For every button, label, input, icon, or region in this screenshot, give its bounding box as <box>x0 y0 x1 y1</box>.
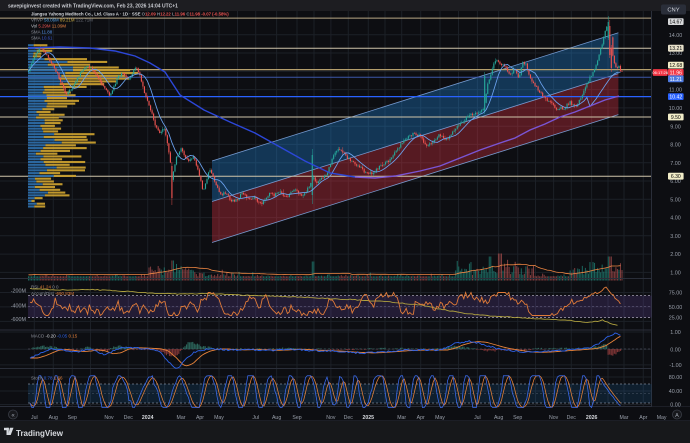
svg-text:12.68: 12.68 <box>669 63 682 69</box>
svg-text:savepiginvest created with Tra: savepiginvest created with TradingView.c… <box>8 4 178 10</box>
svg-text:50.00: 50.00 <box>669 305 683 311</box>
svg-text:-400M: -400M <box>11 304 27 310</box>
svg-text:2025: 2025 <box>363 415 375 421</box>
svg-text:10.00: 10.00 <box>669 106 683 112</box>
svg-text:Dec: Dec <box>344 415 354 421</box>
svg-text:SMA 11.88: SMA 11.88 <box>31 29 53 34</box>
svg-text:Apr: Apr <box>417 415 425 421</box>
svg-text:Jul: Jul <box>31 415 38 421</box>
svg-text:1.00: 1.00 <box>670 330 681 336</box>
svg-text:Sep: Sep <box>292 415 301 421</box>
svg-text:6.30: 6.30 <box>671 174 681 180</box>
svg-text:TradingView: TradingView <box>16 429 64 438</box>
svg-text:Apr: Apr <box>196 415 204 421</box>
svg-text:13.21: 13.21 <box>669 46 682 52</box>
svg-text:Mar: Mar <box>397 415 406 421</box>
svg-text:25.00: 25.00 <box>669 316 683 322</box>
svg-text:4.00: 4.00 <box>670 216 681 222</box>
svg-text:CNY: CNY <box>667 8 679 14</box>
svg-text:06:17:26: 06:17:26 <box>652 70 668 75</box>
svg-text:9.50: 9.50 <box>671 115 681 121</box>
svg-text:May: May <box>435 415 445 421</box>
svg-text:Mar: Mar <box>620 415 629 421</box>
svg-text:Vol 5.29M 11.09M: Vol 5.29M 11.09M <box>31 23 66 28</box>
svg-text:75.00: 75.00 <box>669 291 683 297</box>
svg-text:Nov: Nov <box>326 415 336 421</box>
svg-text:«: « <box>11 413 15 419</box>
svg-text:9.00: 9.00 <box>670 124 681 130</box>
svg-text:Aug: Aug <box>494 415 503 421</box>
svg-text:RSI 41.24 0 0: RSI 41.24 0 0 <box>31 284 59 289</box>
svg-text:-200M: -200M <box>11 289 27 295</box>
svg-text:3.00: 3.00 <box>670 234 681 240</box>
svg-text:May: May <box>214 415 224 421</box>
svg-text:Apr: Apr <box>639 415 647 421</box>
svg-text:Jul: Jul <box>474 415 481 421</box>
svg-text:-1.00: -1.00 <box>669 363 681 369</box>
svg-text:Jul: Jul <box>252 415 259 421</box>
svg-text:VRVP 58.06M 89.21M 122.71M: VRVP 58.06M 89.21M 122.71M <box>31 17 93 22</box>
svg-text:SMA 10.61: SMA 10.61 <box>31 35 53 40</box>
svg-text:14.00: 14.00 <box>669 33 683 39</box>
svg-text:11.96: 11.96 <box>670 70 683 76</box>
svg-text:Sep: Sep <box>68 415 77 421</box>
svg-text:0.00: 0.00 <box>670 347 681 353</box>
svg-text:Dec: Dec <box>567 415 577 421</box>
svg-text:11.00: 11.00 <box>669 88 682 94</box>
svg-text:2026: 2026 <box>586 415 598 421</box>
svg-text:Stoch 0.78 1.66: Stoch 0.78 1.66 <box>31 375 63 380</box>
svg-text:11.21: 11.21 <box>670 77 683 83</box>
svg-text:Nov: Nov <box>549 415 559 421</box>
svg-text:Aug: Aug <box>272 415 281 421</box>
svg-text:MACD -0.20 -0.05 0.15: MACD -0.20 -0.05 0.15 <box>31 334 78 339</box>
svg-text:Mar: Mar <box>177 415 186 421</box>
svg-text:2.00: 2.00 <box>670 252 681 258</box>
svg-text:Aug: Aug <box>49 415 58 421</box>
svg-text:Sep: Sep <box>513 415 522 421</box>
svg-text:14.67: 14.67 <box>669 20 682 26</box>
svg-text:10.42: 10.42 <box>669 95 682 101</box>
svg-text:Nov: Nov <box>104 415 114 421</box>
svg-text:0.00: 0.00 <box>670 403 681 409</box>
svg-text:13.00: 13.00 <box>669 51 683 57</box>
svg-text:5.00: 5.00 <box>670 197 681 203</box>
svg-text:8.00: 8.00 <box>670 143 681 149</box>
svg-text:May: May <box>657 415 667 421</box>
svg-text:Jiangsu Yahong Meditech Co., L: Jiangsu Yahong Meditech Co., Ltd. Class … <box>31 11 229 16</box>
svg-text:40.00: 40.00 <box>669 389 683 395</box>
svg-text:1.00: 1.00 <box>670 271 681 277</box>
svg-text:80.00: 80.00 <box>669 375 683 381</box>
svg-text:Accum/Dist -690.83M: Accum/Dist -690.83M <box>31 291 74 296</box>
svg-text:A: A <box>675 413 679 419</box>
svg-text:6.00: 6.00 <box>670 179 681 185</box>
svg-text:7.00: 7.00 <box>670 161 681 167</box>
svg-text:2024: 2024 <box>142 415 154 421</box>
svg-text:Dec: Dec <box>124 415 134 421</box>
svg-text:-600M: -600M <box>11 317 27 323</box>
